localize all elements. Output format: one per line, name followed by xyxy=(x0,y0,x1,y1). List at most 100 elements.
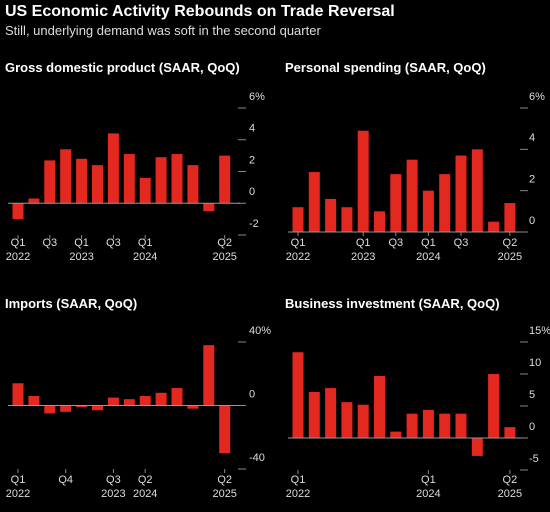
y-tick-label: -40 xyxy=(249,452,265,464)
bar xyxy=(60,405,72,412)
x-tick-label: Q1 xyxy=(291,237,306,249)
bar xyxy=(123,399,135,406)
x-tick-label: Q1 xyxy=(356,237,371,249)
bar xyxy=(139,395,151,406)
x-tick-label: Q3 xyxy=(106,474,121,486)
x-year-label: 2024 xyxy=(416,488,440,500)
bar xyxy=(44,405,56,414)
x-year-label: 2022 xyxy=(6,251,30,263)
x-year-label: 2023 xyxy=(351,251,375,263)
bar xyxy=(155,392,167,406)
y-tick-label: 2 xyxy=(249,154,255,166)
bar xyxy=(341,402,353,438)
y-tick-label: 40% xyxy=(249,325,271,337)
bar xyxy=(325,198,337,232)
bar xyxy=(107,133,119,204)
bar xyxy=(171,154,183,204)
bar xyxy=(187,165,199,204)
bar xyxy=(439,413,451,438)
x-tick-label: Q3 xyxy=(388,237,403,249)
bar xyxy=(341,207,353,232)
x-tick-label: Q3 xyxy=(106,237,121,249)
y-tick-label: 0 xyxy=(249,388,255,400)
x-tick-label: Q1 xyxy=(421,237,436,249)
x-year-label: 2024 xyxy=(133,488,157,500)
x-tick-label: Q3 xyxy=(454,237,469,249)
bar xyxy=(422,190,434,232)
bar xyxy=(471,149,483,232)
bar xyxy=(357,130,369,232)
y-tick-label: 4 xyxy=(249,123,255,135)
x-tick-label: Q1 xyxy=(421,474,436,486)
x-year-label: 2022 xyxy=(6,488,30,500)
x-year-label: 2025 xyxy=(212,251,236,263)
bar xyxy=(28,198,40,204)
bar xyxy=(139,177,151,204)
bar xyxy=(76,405,88,408)
y-tick-label: 6% xyxy=(529,91,545,103)
bar xyxy=(12,383,24,406)
y-tick-label: 5 xyxy=(529,389,535,401)
bar xyxy=(374,375,385,438)
x-year-label: 2022 xyxy=(286,251,310,263)
bar xyxy=(308,391,320,438)
bar xyxy=(357,404,369,438)
y-tick-label: 0 xyxy=(529,215,535,227)
bar xyxy=(439,174,451,232)
bar xyxy=(504,427,516,438)
y-tick-label: 6% xyxy=(249,91,265,103)
x-year-label: 2022 xyxy=(286,488,310,500)
x-tick-label: Q2 xyxy=(217,237,232,249)
y-tick-label: 0 xyxy=(529,421,535,433)
bar xyxy=(44,160,56,204)
x-year-label: 2025 xyxy=(212,488,236,500)
panel-title: Personal spending (SAAR, QoQ) xyxy=(285,60,486,75)
bar xyxy=(292,207,304,232)
y-tick-label: -2 xyxy=(249,218,259,230)
y-tick-label: 15% xyxy=(529,325,550,337)
y-tick-label: -5 xyxy=(529,453,539,465)
x-tick-label: Q1 xyxy=(11,474,26,486)
panel-title: Gross domestic product (SAAR, QoQ) xyxy=(5,60,240,75)
bar xyxy=(12,203,24,220)
x-tick-label: Q1 xyxy=(138,237,153,249)
bar xyxy=(422,409,434,438)
bar xyxy=(455,413,467,438)
x-year-label: 2024 xyxy=(133,251,157,263)
x-year-label: 2023 xyxy=(101,488,125,500)
bar xyxy=(219,405,231,454)
x-year-label: 2023 xyxy=(69,251,93,263)
x-year-label: 2025 xyxy=(498,251,522,263)
bar xyxy=(488,221,500,232)
bar xyxy=(171,388,183,406)
bar xyxy=(390,431,402,438)
bar xyxy=(325,388,337,438)
panel-title: Business investment (SAAR, QoQ) xyxy=(285,296,500,311)
bar xyxy=(471,438,483,456)
bar xyxy=(374,211,385,232)
x-tick-label: Q1 xyxy=(11,237,26,249)
x-year-label: 2024 xyxy=(416,251,440,263)
bar xyxy=(203,203,215,212)
panel-title: Imports (SAAR, QoQ) xyxy=(5,296,138,311)
x-tick-label: Q4 xyxy=(58,474,73,486)
x-tick-label: Q2 xyxy=(503,237,518,249)
bar xyxy=(107,397,119,406)
bar xyxy=(406,159,418,232)
x-tick-label: Q2 xyxy=(138,474,153,486)
bar xyxy=(92,165,103,204)
bar xyxy=(60,149,72,204)
bar xyxy=(203,345,215,406)
x-tick-label: Q2 xyxy=(217,474,232,486)
bar xyxy=(187,405,199,409)
subtitle: Still, underlying demand was soft in the… xyxy=(5,23,321,38)
y-tick-label: 10 xyxy=(529,357,541,369)
bar xyxy=(155,157,167,204)
x-tick-label: Q1 xyxy=(291,474,306,486)
title: US Economic Activity Rebounds on Trade R… xyxy=(5,3,395,20)
bar xyxy=(123,154,135,204)
x-year-label: 2025 xyxy=(498,488,522,500)
bar xyxy=(390,174,402,232)
